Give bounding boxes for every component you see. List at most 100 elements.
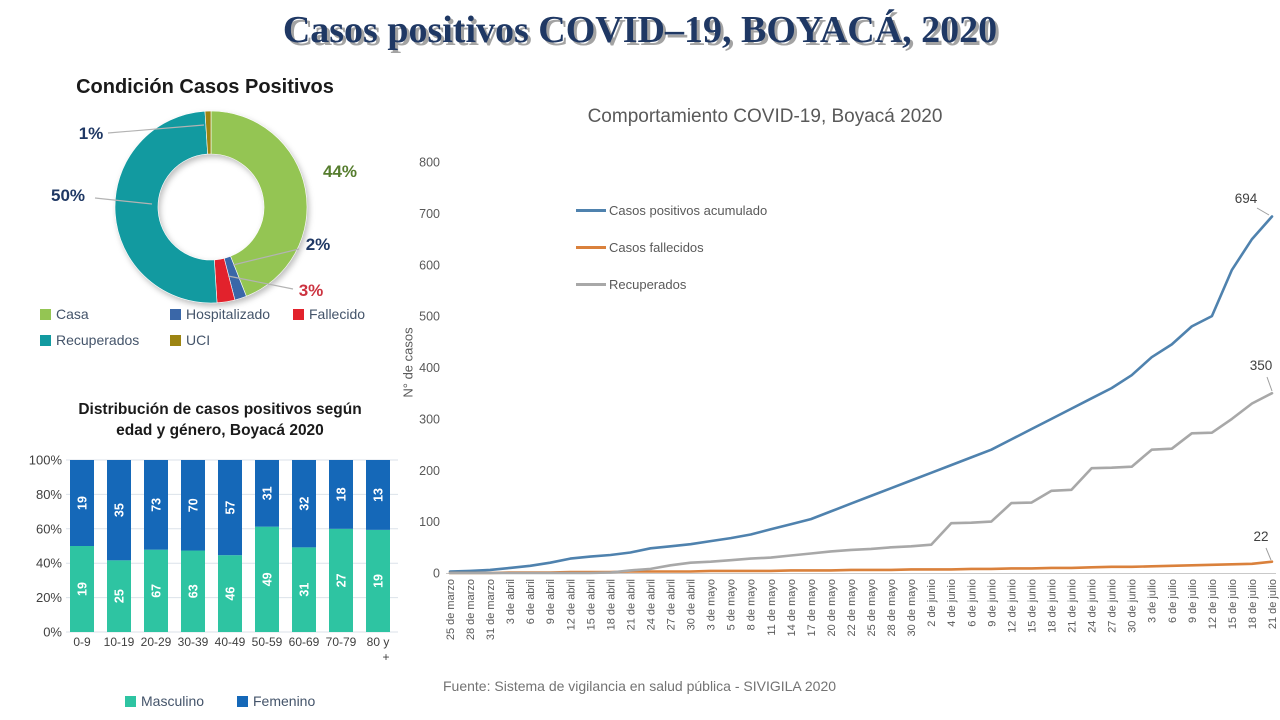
bar-xtick-label: 80 y + [367,635,390,664]
bar-segment-masculino-80-y [366,529,390,632]
legend-item-recuperados: Recuperados [576,277,686,292]
line-xtick-label: 17 de mayo [806,579,818,636]
bar-value-masculino-10-19: 25 [113,589,127,603]
legend-item-recuperados: Recuperados [40,332,139,348]
page-title: Casos positivos COVID–19, BOYACÁ, 2020 [282,9,998,51]
bar-ytick-label: 20% [36,590,62,605]
line-xtick-label: 20 de mayo [826,579,838,636]
line-xtick-label: 8 de mayo [746,579,758,630]
source-note: Fuente: Sistema de vigilancia en salud p… [443,678,837,694]
bar-value-femenino-70-79: 18 [335,487,349,501]
legend-label-casos-fallecidos: Casos fallecidos [609,240,704,255]
donut-chart [114,110,308,304]
donut-pct-label-hospitalizado: 2% [305,235,331,254]
legend-item-casos-positivos-acumulado: Casos positivos acumulado [576,203,767,218]
bar-chart-title-line1: Distribución de casos positivos según [78,401,362,418]
bar-segment-femenino-0-9 [70,460,94,546]
donut-pct-label-fallecido: 3% [298,281,324,300]
bar-value-femenino-10-19: 35 [113,503,127,517]
bar-xtick-label: 50-59 [252,635,283,649]
bar-value-masculino-70-79: 27 [335,573,349,587]
line-chart-title: Comportamiento COVID-19, Boyacá 2020 [587,106,943,127]
bar-chart-title-line2: edad y género, Boyacá 2020 [116,422,324,439]
line-xtick-label: 21 de abril [625,579,637,630]
bar-value-masculino-40-49: 46 [224,587,238,601]
donut-pct-label-recuperados: 50% [50,186,86,205]
line-series-casos-positivos-acumulado [448,215,1274,573]
bar-chart-title: Distribución de casos positivos según ed… [45,399,395,441]
legend-label-recuperados: Recuperados [609,277,687,292]
bar-value-femenino-20-29: 73 [150,498,164,512]
legend-label-casa: Casa [56,306,89,322]
bar-segment-femenino-70-79 [329,460,353,529]
line-series-recuperados [448,391,1274,575]
legend-label-recuperados: Recuperados [56,332,140,348]
bar-segment-masculino-50-59 [255,526,279,632]
bar-ytick-label: 80% [36,487,62,502]
bar-ytick-label: 40% [36,556,62,571]
end-label-casos-positivos-acumulado: 694 [1235,191,1258,206]
line-xtick-label: 24 de abril [645,579,657,630]
line-xtick-label: 5 de mayo [726,579,738,630]
line-xtick-label: 28 de mayo [886,579,898,636]
line-xtick-label: 31 de marzo [485,579,497,640]
bar-xtick-label: 60-69 [289,635,320,649]
recuperados-line-swatch-icon [576,283,606,286]
line-xtick-label: 14 de mayo [786,579,798,636]
end-label-leader-casos-fallecidos [1265,547,1272,561]
legend-label-femenino: Femenino [253,693,316,709]
donut-pct-label-casa: 44% [322,162,358,181]
legend-item-masculino: Masculino [125,693,204,709]
donut-slice-casa [210,110,308,297]
end-label-recuperados: 350 [1250,358,1273,373]
line-xtick-label: 18 de junio [1046,579,1058,633]
line-xtick-label: 30 de junio [1127,579,1139,633]
casos-positivos-acumulado-line-swatch-icon [576,209,606,212]
line-xtick-label: 27 de junio [1107,579,1119,633]
legend-label-uci: UCI [186,332,211,348]
line-xtick-label: 27 de abril [666,579,678,630]
recuperados-swatch-icon [40,334,51,346]
line-xtick-label: 12 de junio [1006,579,1018,633]
bar-segment-masculino-40-49 [218,555,242,632]
leader-line-recuperados [94,197,153,205]
line-xtick-label: 28 de marzo [465,579,477,640]
bar-value-femenino-80-y: 13 [372,488,386,502]
line-xtick-label: 9 de abril [545,579,557,624]
line-ytick-label: 800 [419,156,440,170]
line-series-casos-fallecidos [448,560,1274,575]
bar-value-femenino-30-39: 70 [187,498,201,512]
donut-pct-label-uci: 1% [78,124,104,143]
bar-segment-femenino-20-29 [144,460,168,550]
leader-line-hospitalizado [232,248,300,266]
line-ytick-label: 200 [419,464,440,478]
line-xtick-label: 6 de abril [525,579,537,624]
legend-item-femenino: Femenino [237,693,315,709]
line-xtick-label: 21 de julio [1267,579,1279,629]
bar-segment-femenino-80-y [366,460,390,530]
legend-label-masculino: Masculino [141,693,205,709]
bar-value-femenino-0-9: 19 [76,496,90,510]
line-xtick-label: 11 de mayo [766,579,778,636]
leader-line-uci [107,124,205,134]
bar-segment-femenino-40-49 [218,460,242,556]
bar-xtick-label: 40-49 [215,635,246,649]
line-xtick-label: 9 de julio [1187,579,1199,623]
bar-value-masculino-80-y: 19 [372,574,386,588]
bar-value-femenino-50-59: 31 [261,486,275,500]
bar-segment-femenino-10-19 [107,460,131,561]
bar-value-femenino-40-49: 57 [224,501,238,515]
bar-segment-masculino-70-79 [329,528,353,632]
line-xtick-label: 18 de abril [605,579,617,630]
fallecido-swatch-icon [293,308,304,320]
line-xtick-label: 25 de marzo [445,579,457,640]
end-label-casos-fallecidos: 22 [1253,529,1268,544]
casa-swatch-icon [40,308,51,320]
bar-segment-masculino-0-9 [70,546,94,632]
legend-item-uci: UCI [170,332,210,348]
bar-segment-femenino-50-59 [255,460,279,527]
bar-segment-masculino-10-19 [107,560,131,632]
bar-segment-masculino-60-69 [292,547,316,632]
